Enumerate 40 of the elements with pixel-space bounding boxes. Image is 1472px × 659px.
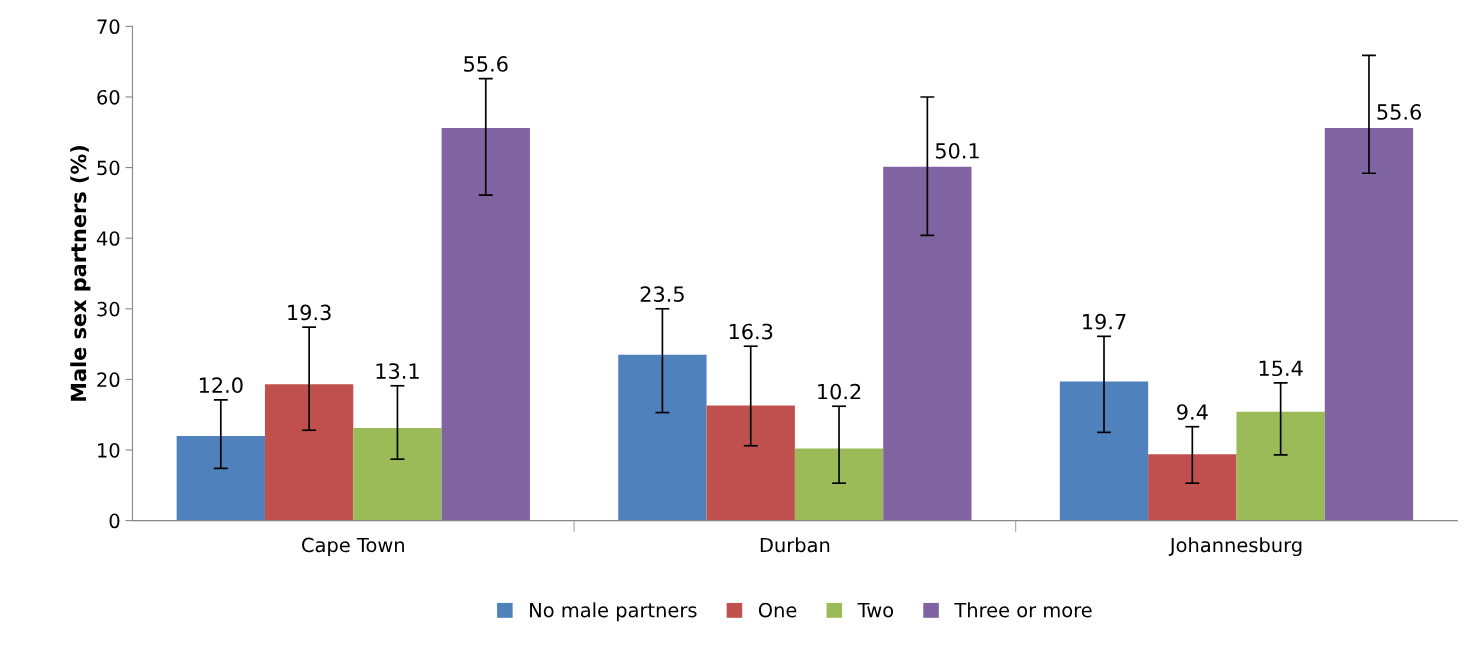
x-tick-label: Johannesburg xyxy=(1168,537,1302,557)
y-tick-label: 70 xyxy=(97,19,120,35)
legend-label: Two xyxy=(857,602,894,618)
bar xyxy=(794,448,884,521)
bar xyxy=(176,435,265,521)
bar xyxy=(353,428,442,521)
bar xyxy=(264,384,354,521)
x-tick-label: Durban xyxy=(760,537,830,553)
data-label: 16.3 xyxy=(729,323,773,340)
x-tick-label: Cape Town xyxy=(302,537,404,557)
bar xyxy=(1324,128,1414,521)
legend-label: No male partners xyxy=(530,602,697,622)
bar xyxy=(883,166,972,521)
data-label: 15.4 xyxy=(1259,360,1303,377)
data-label: 55.6 xyxy=(1377,104,1421,120)
data-label: 9.4 xyxy=(1177,404,1208,420)
legend-label: One xyxy=(758,602,797,618)
legend-label: Three or more xyxy=(954,602,1092,618)
bar xyxy=(618,354,707,521)
y-tick-label: 10 xyxy=(98,442,120,458)
data-label: 12.0 xyxy=(199,377,243,394)
data-label: 10.2 xyxy=(818,383,861,400)
y-tick-label: 30 xyxy=(97,301,120,317)
bar xyxy=(706,405,795,521)
y-tick-label: 50 xyxy=(97,160,120,176)
bar xyxy=(1059,381,1149,521)
bar xyxy=(441,128,530,521)
data-label: 55.6 xyxy=(464,56,508,72)
data-label: 50.1 xyxy=(935,142,979,159)
y-tick-label: 60 xyxy=(97,89,120,105)
y-tick-label: 20 xyxy=(97,372,120,388)
y-tick-label: 40 xyxy=(96,231,120,246)
data-label: 23.5 xyxy=(640,286,684,302)
y-tick-label: 0 xyxy=(109,513,120,529)
y-axis-title: Male sex partners (%) xyxy=(70,146,91,401)
data-label: 19.3 xyxy=(288,304,331,321)
data-label: 13.1 xyxy=(376,363,419,379)
data-label: 19.7 xyxy=(1083,313,1126,330)
bar xyxy=(1148,454,1237,521)
bar xyxy=(1236,411,1325,521)
